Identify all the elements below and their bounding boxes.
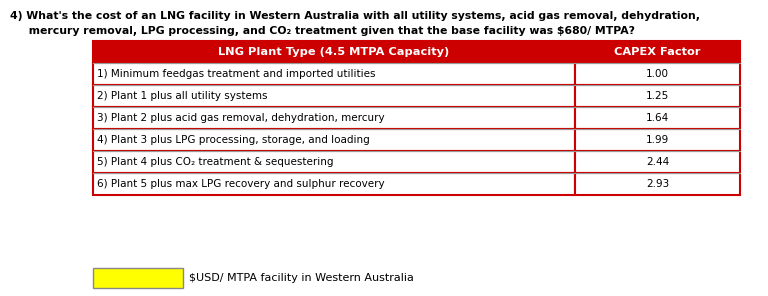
Text: mercury removal, LPG processing, and CO₂ treatment given that the base facility : mercury removal, LPG processing, and CO₂…	[10, 26, 635, 36]
Bar	[93, 63, 575, 85]
Bar	[93, 41, 575, 63]
Bar	[575, 41, 740, 63]
Text: 1.99: 1.99	[646, 135, 669, 145]
Bar	[93, 268, 183, 288]
Text: 2) Plant 1 plus all utility systems: 2) Plant 1 plus all utility systems	[97, 91, 267, 101]
Bar	[575, 85, 740, 107]
Bar	[93, 129, 575, 151]
Text: $USD/ MTPA facility in Western Australia: $USD/ MTPA facility in Western Australia	[189, 273, 414, 283]
Text: 4) What's the cost of an LNG facility in Western Australia with all utility syst: 4) What's the cost of an LNG facility in…	[10, 11, 700, 21]
Text: 2.93: 2.93	[646, 179, 669, 189]
Text: 2.44: 2.44	[646, 157, 669, 167]
Text: 1) Minimum feedgas treatment and imported utilities: 1) Minimum feedgas treatment and importe…	[97, 69, 376, 79]
Bar	[93, 85, 575, 107]
Text: 3) Plant 2 plus acid gas removal, dehydration, mercury: 3) Plant 2 plus acid gas removal, dehydr…	[97, 113, 385, 123]
Text: 6) Plant 5 plus max LPG recovery and sulphur recovery: 6) Plant 5 plus max LPG recovery and sul…	[97, 179, 385, 189]
Bar	[93, 151, 575, 173]
Bar	[93, 173, 575, 195]
Text: 1.64: 1.64	[646, 113, 669, 123]
Text: 4) Plant 3 plus LPG processing, storage, and loading: 4) Plant 3 plus LPG processing, storage,…	[97, 135, 369, 145]
Bar	[575, 173, 740, 195]
Bar	[575, 107, 740, 129]
Bar	[575, 151, 740, 173]
Text: 1.00: 1.00	[646, 69, 669, 79]
Bar	[575, 129, 740, 151]
Bar	[575, 63, 740, 85]
Text: 1.25: 1.25	[646, 91, 669, 101]
Text: CAPEX Factor: CAPEX Factor	[614, 47, 700, 57]
Text: LNG Plant Type (4.5 MTPA Capacity): LNG Plant Type (4.5 MTPA Capacity)	[218, 47, 449, 57]
Text: 5) Plant 4 plus CO₂ treatment & sequestering: 5) Plant 4 plus CO₂ treatment & sequeste…	[97, 157, 333, 167]
Bar	[93, 107, 575, 129]
